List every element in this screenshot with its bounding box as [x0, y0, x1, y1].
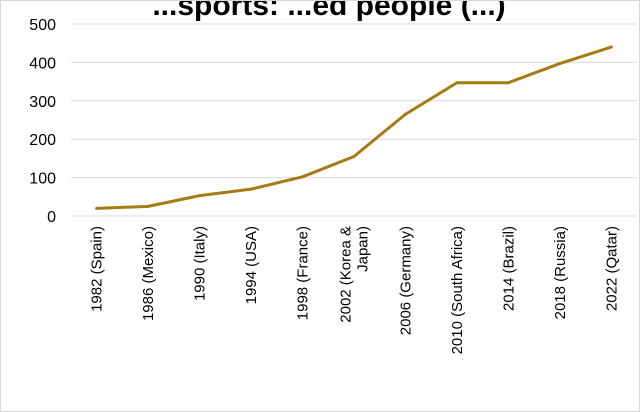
y-tick-label: 200 [29, 132, 56, 149]
y-tick-label: 500 [29, 17, 56, 34]
x-axis-categories: 1982 (Spain) 1986 (Mexico) 1990 (Italy) 199… [89, 226, 621, 354]
series-layer [95, 45, 613, 210]
data-point [95, 206, 99, 210]
data-point [301, 175, 305, 179]
data-point [352, 154, 356, 158]
x-category-label-line: 2014 (Brazil) [500, 226, 517, 311]
data-point [455, 81, 459, 85]
data-point [609, 45, 613, 49]
x-category-label: 2010 (South Africa) [449, 226, 466, 354]
x-category-label: 2018 (Russia) [552, 226, 569, 319]
x-category-label: 2006 (Germany) [397, 226, 414, 335]
y-tick-label: 0 [47, 209, 56, 226]
x-category-label-line: 2002 (Korea & [338, 226, 355, 323]
data-point [558, 62, 562, 66]
y-tick-label: 100 [29, 171, 56, 188]
x-category-label: 1986 (Mexico) [140, 226, 157, 321]
y-axis-ticks: 0 100 200 300 400 500 [29, 17, 56, 226]
y-tick-label: 400 [29, 55, 56, 72]
x-category-label-line: 1982 (Spain) [89, 226, 106, 312]
y-tick-label: 300 [29, 94, 56, 111]
x-category-label-line: 2010 (South Africa) [449, 226, 466, 354]
gridlines [71, 23, 637, 217]
x-category-label-line: 2018 (Russia) [552, 226, 569, 319]
x-category-label-line: 2006 (Germany) [397, 226, 414, 335]
x-category-label-line: Japan) [355, 226, 372, 272]
data-point [198, 194, 202, 198]
x-category-label: 1998 (France) [295, 226, 312, 320]
chart-title: ...sports: ...ed people (...) [152, 1, 505, 22]
x-category-label-line: 2022 (Qatar) [603, 226, 620, 311]
series-line [95, 45, 613, 210]
data-point [403, 112, 407, 116]
x-category-label-line: 1986 (Mexico) [140, 226, 157, 321]
x-category-label: 2002 (Korea & Japan) [338, 226, 372, 323]
x-category-label: 1994 (USA) [243, 226, 260, 304]
x-category-label-line: 1990 (Italy) [192, 226, 209, 301]
data-point [249, 187, 253, 191]
x-category-label-line: 1998 (France) [295, 226, 312, 320]
data-point [506, 81, 510, 85]
data-point [146, 204, 150, 208]
x-category-label-line: 1994 (USA) [243, 226, 260, 304]
x-category-label: 2014 (Brazil) [500, 226, 517, 311]
x-category-label: 1990 (Italy) [192, 226, 209, 301]
x-category-label: 2022 (Qatar) [603, 226, 620, 311]
x-category-label: 1982 (Spain) [89, 226, 106, 312]
